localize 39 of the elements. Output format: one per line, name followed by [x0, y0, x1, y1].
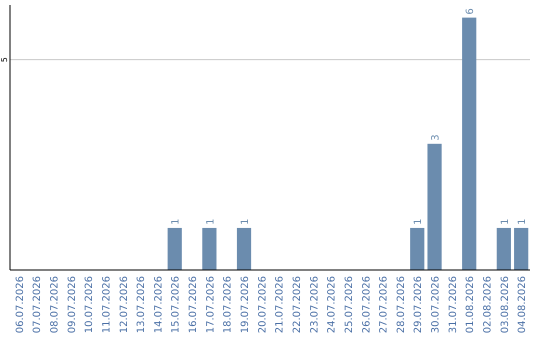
x-tick-label: 30.07.2026	[430, 276, 442, 334]
x-tick-label: 08.07.2026	[49, 276, 60, 334]
data-label: 1	[517, 218, 528, 225]
x-tick-label: 19.07.2026	[240, 276, 252, 334]
data-label: 6	[465, 8, 476, 15]
x-tick-label: 02.08.2026	[482, 276, 494, 334]
x-tick-label: 25.07.2026	[344, 276, 355, 334]
x-tick-label: 04.08.2026	[517, 276, 528, 334]
x-tick-label: 12.07.2026	[118, 276, 130, 334]
x-tick-label: 10.07.2026	[84, 276, 96, 334]
data-label: 1	[205, 218, 216, 225]
x-tick-label: 14.07.2026	[153, 276, 164, 334]
x-tick-label: 26.07.2026	[361, 276, 372, 334]
x-tick-label: 20.07.2026	[257, 276, 268, 334]
data-label: 1	[500, 218, 511, 225]
x-tick-label: 28.07.2026	[396, 276, 407, 334]
x-tick-label: 22.07.2026	[292, 276, 303, 334]
x-tick-label: 07.07.2026	[32, 276, 44, 334]
x-tick-label: 13.07.2026	[136, 276, 148, 334]
x-tick-label: 21.07.2026	[274, 276, 286, 334]
data-label: 1	[170, 218, 182, 225]
x-tick-label: 09.07.2026	[66, 276, 78, 334]
data-label: 1	[413, 218, 424, 225]
x-tick-label: 16.07.2026	[188, 276, 200, 334]
x-tick-label: 01.08.2026	[465, 276, 476, 334]
x-tick-label: 27.07.2026	[378, 276, 390, 334]
x-tick-label: 03.08.2026	[500, 276, 511, 334]
x-tick-label: 18.07.2026	[222, 276, 234, 334]
x-tick-label: 17.07.2026	[205, 276, 216, 334]
x-tick-label: 31.07.2026	[448, 276, 459, 334]
x-tick-label: 24.07.2026	[326, 276, 338, 334]
data-label: 1	[240, 218, 252, 225]
x-tick-label: 29.07.2026	[413, 276, 424, 334]
data-label: 3	[430, 134, 442, 141]
y-tick-label: 5	[0, 57, 9, 62]
x-tick-label: 06.07.2026	[14, 276, 26, 334]
x-tick-label: 15.07.2026	[170, 276, 182, 334]
x-tick-label: 23.07.2026	[309, 276, 320, 334]
x-tick-label: 11.07.2026	[101, 276, 112, 334]
